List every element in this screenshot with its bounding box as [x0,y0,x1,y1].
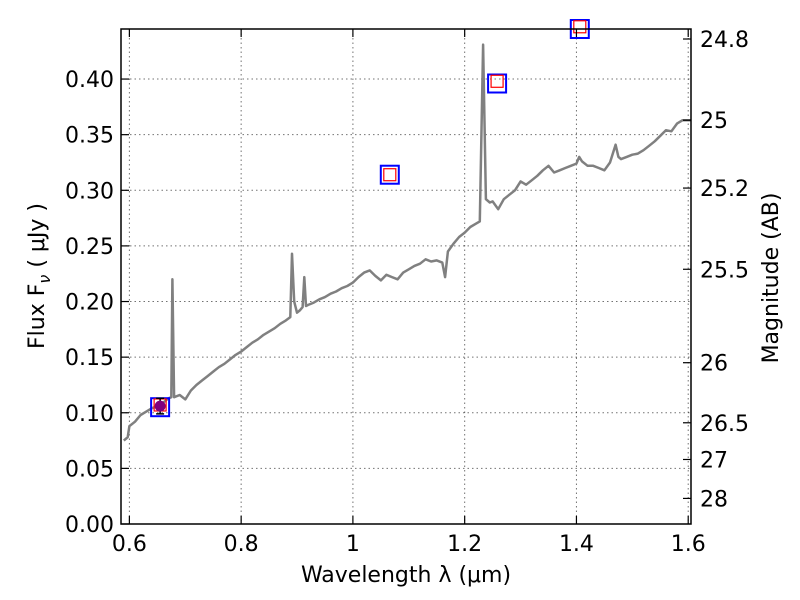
spectrum-line [122,43,691,442]
magnitude-tick-label: 26 [700,352,728,377]
x-tick-label: 1 [346,532,360,557]
y-tick-label: 0.35 [65,124,114,149]
y-tick-label: 0.25 [65,235,114,260]
observed-photometry-marker [490,74,504,88]
axis-ticks: 0.6 0.8 1 1.2 1.4 1.6 0.00 0.05 0.10 0.15 0.20 0.25… [65,28,749,557]
model-photometry-marker [379,164,400,185]
x-tick-label: 0.8 [224,532,259,557]
grid-lines [121,29,691,525]
y-tick-label: 0.20 [65,291,114,316]
y-tick-label: 0.15 [65,346,114,371]
x-tick-label: 1.4 [559,532,594,557]
magnitude-tick-label: 27 [700,448,728,473]
y-axis-label-left: Flux Fν ( μJy ) [25,203,54,349]
x-tick-label: 1.6 [671,532,706,557]
plot-frame [120,28,692,525]
x-tick-label: 1.2 [447,532,482,557]
y-tick-label: 0.10 [65,402,114,427]
detection-marker [154,400,166,412]
observed-photometry-marker [383,168,397,182]
y-axis-label-units: ( μJy ) [25,203,50,275]
y-tick-label: 0.40 [65,68,114,93]
magnitude-tick-label: 28 [700,487,728,512]
magnitude-tick-label: 24.8 [700,28,749,53]
y-axis-label-nu: ν [35,275,54,284]
y-axis-label-flux: Flux F [25,284,50,349]
magnitude-tick-label: 25.5 [700,258,749,283]
y-tick-label: 0.05 [65,457,114,482]
y-tick-label: 0.30 [65,179,114,204]
spectrum-series [122,43,691,442]
model-photometry-marker [487,73,508,94]
y-axis-label-right: Magnitude (AB) [759,193,784,364]
x-tick-label: 0.6 [112,532,147,557]
magnitude-tick-label: 25 [700,109,728,134]
magnitude-tick-label: 25.2 [700,177,749,202]
y-tick-label: 0.00 [65,513,114,538]
magnitude-tick-label: 26.5 [700,412,749,437]
observed-photometry-marker [573,20,587,34]
x-axis-label: Wavelength λ (μm) [301,563,511,588]
photometry-markers [150,19,590,418]
